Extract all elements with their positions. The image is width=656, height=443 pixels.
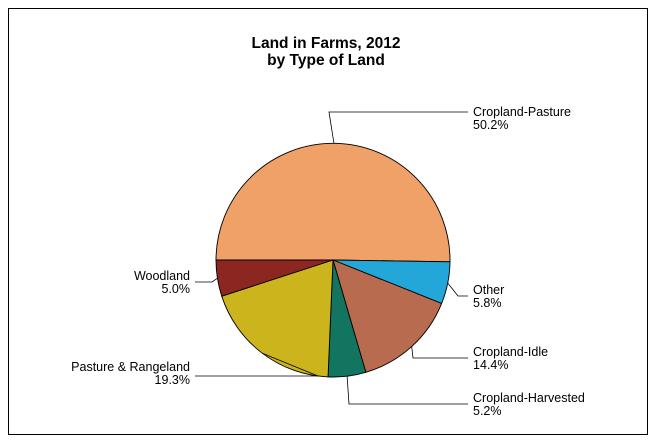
slice-value-label: 19.3%	[155, 373, 190, 387]
leader-line	[195, 277, 218, 283]
chart-title: Land in Farms, 2012	[251, 35, 400, 52]
slice-label: Pasture & Rangeland	[71, 360, 190, 374]
slice-label: Cropland-Harvested	[473, 391, 585, 405]
slice-label: Cropland-Idle	[473, 345, 548, 359]
pie-slice-cropland-idle	[332, 259, 443, 373]
slice-label: Other	[473, 283, 504, 297]
leader-line	[195, 352, 319, 377]
pie-slices	[215, 142, 451, 378]
leader-line	[346, 376, 468, 405]
leader-line	[447, 282, 468, 297]
chart-subtitle: by Type of Land	[267, 52, 385, 69]
leader-line	[411, 346, 468, 359]
slice-value-label: 14.4%	[473, 358, 508, 372]
pie-slice-woodland	[215, 259, 334, 297]
slice-value-label: 5.8%	[473, 296, 502, 310]
slice-value-label: 50.2%	[473, 118, 508, 132]
leader-line	[328, 111, 468, 144]
slice-label: Woodland	[134, 269, 190, 283]
slice-value-label: 5.0%	[162, 282, 191, 296]
slice-value-label: 5.2%	[473, 404, 502, 418]
pie-slice-cropland-pasture	[215, 142, 451, 263]
slice-label: Cropland-Pasture	[473, 105, 571, 119]
